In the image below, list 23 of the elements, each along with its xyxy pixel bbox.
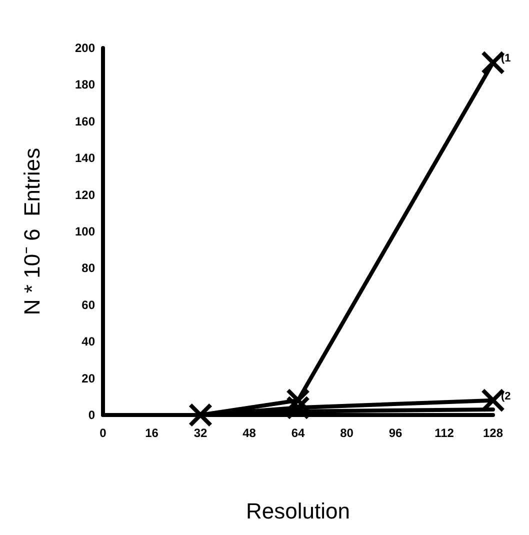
- y-tick-label: 0: [88, 408, 96, 422]
- y-axis-title: N * 10⁻ 6 Entries: [20, 148, 44, 316]
- x-tick-label: 128: [482, 426, 504, 440]
- y-tick-label: 60: [82, 298, 96, 312]
- y-tick-label: 180: [74, 78, 96, 92]
- x-tick-label: 80: [340, 426, 354, 440]
- y-tick-label: 100: [74, 224, 96, 238]
- y-tick-label: 160: [74, 114, 96, 128]
- x-tick-label: 0: [100, 426, 107, 440]
- y-tick-label: 140: [74, 151, 96, 166]
- y-tick-label: 20: [82, 371, 96, 386]
- x-axis-title: Resolution: [246, 498, 350, 524]
- series-label: (2: [501, 390, 511, 402]
- x-tick-label: 48: [242, 426, 256, 440]
- y-tick-label: 80: [82, 261, 96, 276]
- x-tick-label: 32: [194, 426, 208, 440]
- x-tick-label: 112: [434, 426, 454, 440]
- y-tick-label: 200: [74, 41, 96, 55]
- x-tick-label: 96: [388, 426, 402, 440]
- x-tick-label: 64: [291, 426, 305, 440]
- y-tick-label: 120: [74, 188, 96, 202]
- x-tick-label: 16: [145, 426, 159, 440]
- y-tick-label: 40: [82, 334, 96, 349]
